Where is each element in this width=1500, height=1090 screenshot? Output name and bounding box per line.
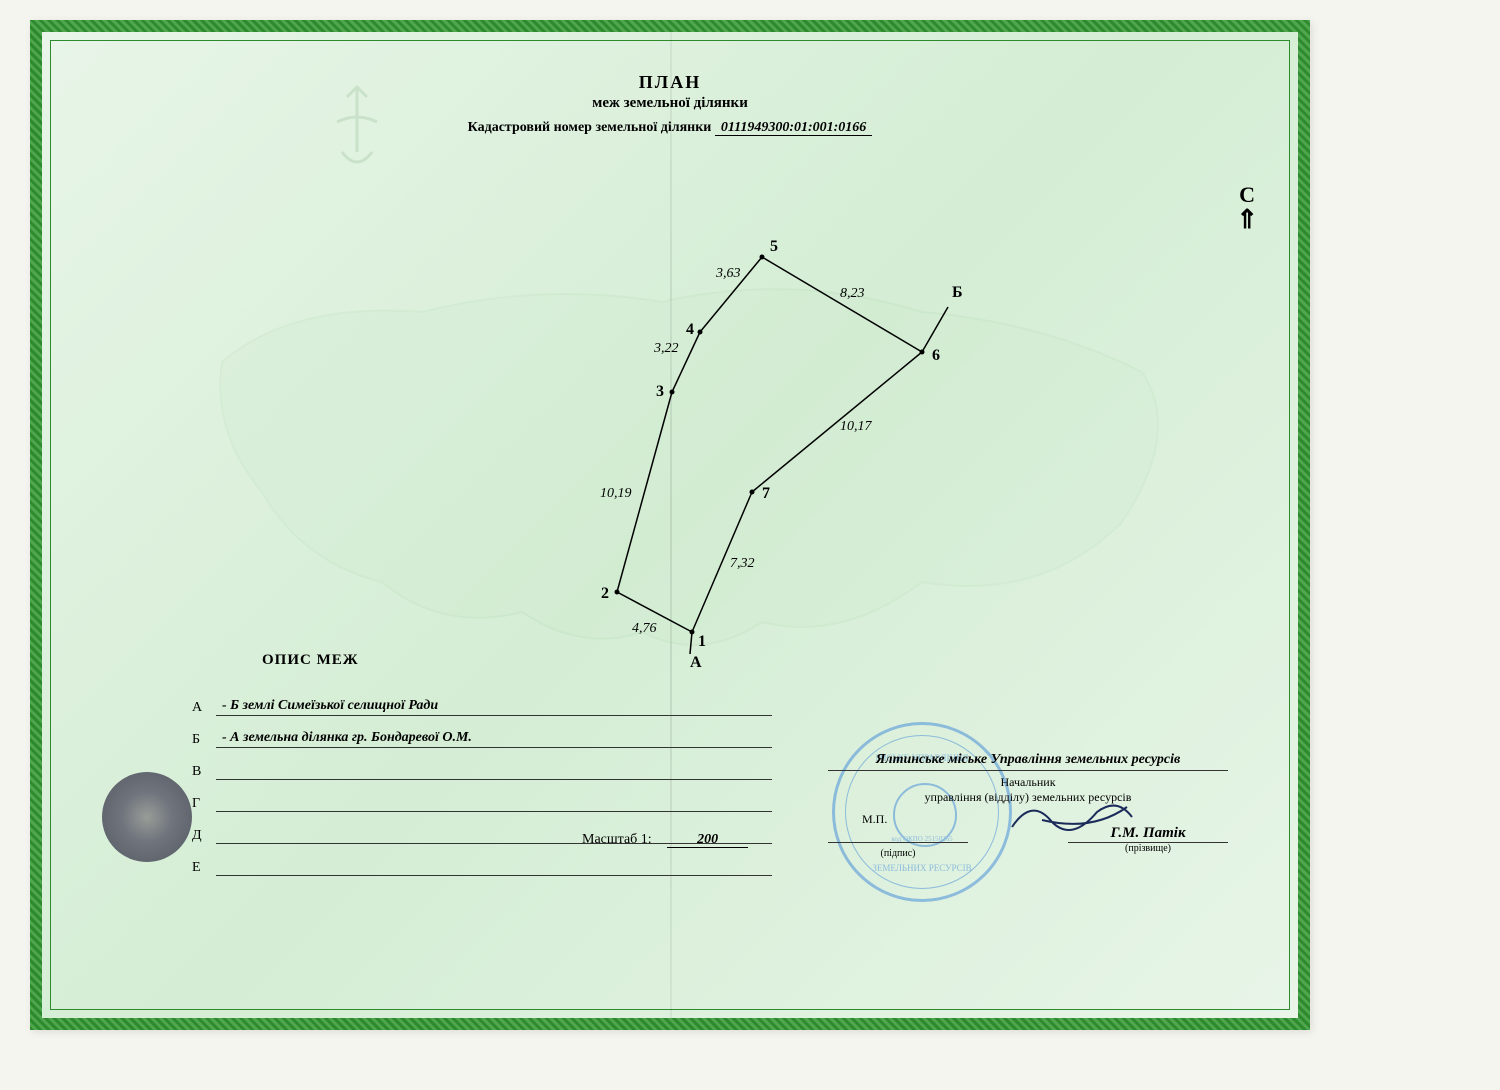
boundary-text: [216, 858, 772, 876]
plot-vertex: [698, 330, 703, 335]
scale-block: Масштаб 1: 200: [582, 832, 748, 848]
document-header: ПЛАН меж земельної ділянки Кадастровий н…: [42, 72, 1298, 136]
scale-label: Масштаб 1:: [582, 832, 652, 847]
scale-value: 200: [667, 832, 748, 848]
edge-length-label: 4,76: [632, 621, 657, 636]
vertex-label: 5: [770, 238, 778, 255]
marker-line: [922, 307, 948, 352]
boundary-marker-label: А: [690, 654, 702, 671]
organization-name: Ялтинське міське Управління земельних ре…: [828, 752, 1228, 771]
boundary-text: [216, 794, 772, 812]
boundary-text: - Б землі Симеїзької селищної Ради: [216, 698, 772, 716]
plot-vertex: [690, 630, 695, 635]
subtitle: меж земельної ділянки: [42, 95, 1298, 112]
boundary-letter: В: [192, 764, 216, 780]
edge-length-label: 10,19: [600, 486, 632, 501]
vertex-label: 6: [932, 347, 940, 364]
edge-length-label: 7,32: [730, 556, 755, 571]
boundary-row: Б- А земельна ділянка гр. Бондаревої О.М…: [192, 724, 772, 748]
boundary-letter: Д: [192, 828, 216, 844]
plot-vertex: [920, 350, 925, 355]
edge-length-label: 3,22: [653, 341, 679, 356]
signer-role: Начальник управління (відділу) земельних…: [828, 775, 1228, 805]
cadastral-line: Кадастровий номер земельної ділянки 0111…: [42, 120, 1298, 136]
edge-length-label: 3,63: [715, 266, 741, 281]
plot-diagram: 4,76 10,19 3,22 3,63 8,23 10,17 7,32 1 2 3 4 5 6 7 А Б: [442, 222, 1002, 672]
boundary-text: - А земельна ділянка гр. Бондаревої О.М.: [216, 730, 772, 748]
vertex-label: 2: [601, 585, 609, 602]
name-cell: Г.М. Патік (прізвище): [1068, 825, 1228, 843]
stamp-line2: ЗЕМЕЛЬНИХ РЕСУРСІВ: [835, 863, 1009, 873]
cadastral-number: 0111949300:01:001:0166: [715, 120, 872, 136]
edge-length-label: 10,17: [840, 419, 873, 434]
boundaries-heading: ОПИС МЕЖ: [262, 652, 359, 669]
boundary-list: А- Б землі Симеїзької селищної РадиБ- А …: [192, 692, 772, 884]
cadastral-label: Кадастровий номер земельної ділянки: [468, 120, 712, 135]
vertex-label: 3: [656, 383, 664, 400]
signature-block: Ялтинське міське Управління земельних ре…: [828, 752, 1228, 843]
boundary-letter: Б: [192, 732, 216, 748]
signature-sublabel: (підпис): [828, 848, 968, 859]
boundary-row: А- Б землі Симеїзької селищної Ради: [192, 692, 772, 716]
signature-cell: (підпис): [828, 830, 968, 843]
boundary-row: В: [192, 756, 772, 780]
plot-edge: [762, 257, 922, 352]
name-sublabel: (прізвище): [1068, 843, 1228, 854]
boundary-letter: Е: [192, 860, 216, 876]
boundary-row: Е: [192, 852, 772, 876]
vertex-label: 1: [698, 633, 706, 650]
boundary-letter: А: [192, 700, 216, 716]
compass-north: С ⇑: [1236, 182, 1258, 231]
plot-edge: [752, 352, 922, 492]
vertex-label: 4: [686, 321, 694, 338]
plot-vertex: [750, 490, 755, 495]
boundary-text: [216, 762, 772, 780]
boundary-marker-label: Б: [952, 284, 963, 301]
marker-line: [690, 632, 692, 654]
boundary-letter: Г: [192, 796, 216, 812]
plot-vertex: [615, 590, 620, 595]
vertex-label: 7: [762, 485, 770, 502]
edge-length-label: 8,23: [840, 286, 865, 301]
boundary-row: Г: [192, 788, 772, 812]
title: ПЛАН: [42, 72, 1298, 93]
document-page: ПЛАН меж земельної ділянки Кадастровий н…: [30, 20, 1310, 1030]
photo-seal: [102, 772, 192, 862]
compass-arrow-icon: ⇑: [1236, 208, 1258, 231]
plot-vertex: [760, 255, 765, 260]
signature-line: (підпис) Г.М. Патік (прізвище): [828, 825, 1228, 843]
signer-name: Г.М. Патік: [1110, 825, 1185, 841]
plot-vertex: [670, 390, 675, 395]
